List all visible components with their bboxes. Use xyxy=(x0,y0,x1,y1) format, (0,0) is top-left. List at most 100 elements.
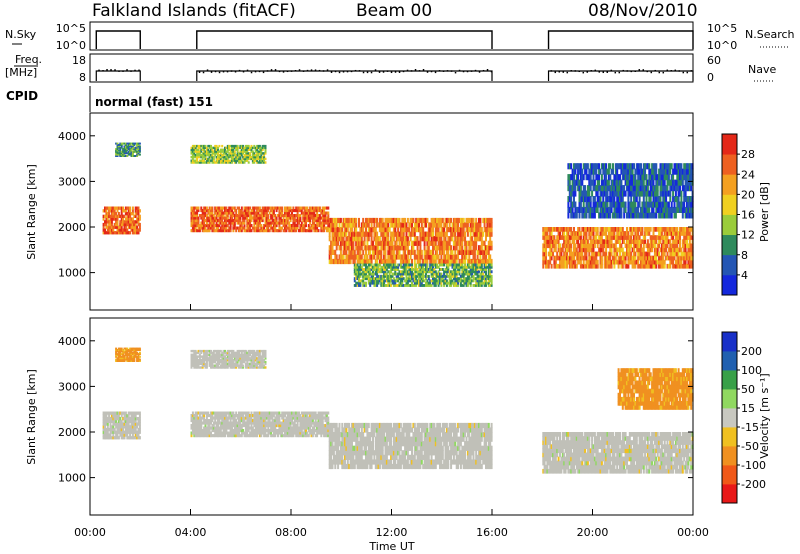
power-cell xyxy=(478,258,480,265)
power-cell xyxy=(355,263,358,267)
power-cell xyxy=(425,281,427,285)
power-cell xyxy=(616,174,619,181)
power-cell xyxy=(224,152,226,155)
power-cell xyxy=(198,214,201,218)
power-cell xyxy=(475,279,478,283)
power-cell xyxy=(568,185,571,192)
power-cell xyxy=(605,190,608,197)
power-cell xyxy=(475,281,478,285)
power-cell xyxy=(542,247,545,253)
power-cell xyxy=(649,174,652,181)
power-cell xyxy=(637,227,640,232)
power-cell xyxy=(229,148,232,151)
power-cell xyxy=(419,231,422,237)
power-cell xyxy=(131,231,134,235)
power-cell xyxy=(363,274,366,278)
power-cell xyxy=(215,144,218,148)
power-cell xyxy=(479,265,482,269)
power-cell xyxy=(381,284,384,287)
power-cell xyxy=(468,245,471,251)
power-cell xyxy=(462,227,465,233)
power-cell xyxy=(127,146,130,149)
power-cell xyxy=(394,222,397,228)
power-cell xyxy=(113,217,116,221)
power-cell xyxy=(349,231,352,237)
power-cell xyxy=(578,168,581,175)
power-cell xyxy=(395,236,398,242)
power-cell xyxy=(464,277,467,281)
power-cell xyxy=(339,258,342,265)
power-cell xyxy=(208,214,211,218)
freq-tick-top: 18 xyxy=(72,54,86,67)
power-cell xyxy=(281,226,284,230)
power-cell xyxy=(117,146,120,149)
power-cell xyxy=(359,274,362,278)
power-cell xyxy=(605,255,608,261)
power-cell xyxy=(254,226,257,230)
power-cell xyxy=(631,227,634,232)
power-cell xyxy=(116,149,119,152)
power-cell xyxy=(427,249,430,255)
power-cell xyxy=(341,227,344,233)
power-cell xyxy=(413,236,416,242)
power-cell xyxy=(605,201,608,208)
power-cell xyxy=(369,258,372,265)
power-cell xyxy=(246,206,249,210)
power-cell xyxy=(652,255,655,261)
power-cell xyxy=(585,231,588,236)
power-cell xyxy=(571,251,574,257)
power-cell xyxy=(261,155,264,159)
power-cell xyxy=(680,259,683,265)
power-cell xyxy=(352,231,355,237)
power-cell xyxy=(109,217,112,221)
power-cell xyxy=(478,236,480,242)
power-cell xyxy=(236,157,239,161)
power-cell xyxy=(331,227,334,233)
power-cell xyxy=(627,259,630,265)
power-cell xyxy=(310,226,313,230)
power-cell xyxy=(285,224,288,228)
power-cell xyxy=(561,227,564,232)
power-cell xyxy=(388,277,391,281)
power-cell xyxy=(610,185,613,192)
power-cell xyxy=(461,265,464,269)
power-cell xyxy=(339,236,342,242)
power-cell xyxy=(444,258,447,265)
power-cell xyxy=(603,251,606,257)
power-cell xyxy=(411,272,413,276)
power-cell xyxy=(345,258,348,265)
power-cell xyxy=(295,214,298,218)
power-cell xyxy=(575,255,578,261)
power-cell xyxy=(373,227,376,233)
power-cell xyxy=(614,185,617,192)
nave-dot xyxy=(238,69,241,72)
power-cell xyxy=(235,157,238,161)
power-cell xyxy=(452,263,455,267)
power-cell xyxy=(415,263,418,267)
power-cell xyxy=(129,222,132,227)
power-cell xyxy=(228,209,231,213)
power-cell xyxy=(349,245,352,251)
power-cell xyxy=(419,272,422,276)
power-cell xyxy=(606,190,609,197)
power-cell xyxy=(214,146,217,150)
power-cell xyxy=(265,209,268,213)
power-cell xyxy=(458,263,461,267)
power-cell xyxy=(260,224,263,228)
power-cell xyxy=(430,263,433,267)
power-cell xyxy=(561,235,564,240)
power-cell xyxy=(658,251,661,257)
power-cell xyxy=(409,217,412,224)
power-cell xyxy=(545,255,547,261)
power-cell xyxy=(263,154,266,157)
power-cell xyxy=(402,245,405,251)
power-cell xyxy=(264,144,267,148)
power-cell xyxy=(225,146,228,150)
power-cell xyxy=(138,153,141,156)
power-cell xyxy=(377,245,380,251)
power-cell xyxy=(586,185,589,192)
power-cell xyxy=(645,212,648,219)
power-cell xyxy=(345,249,348,255)
power-cell xyxy=(552,235,554,240)
power-cell xyxy=(330,222,333,228)
